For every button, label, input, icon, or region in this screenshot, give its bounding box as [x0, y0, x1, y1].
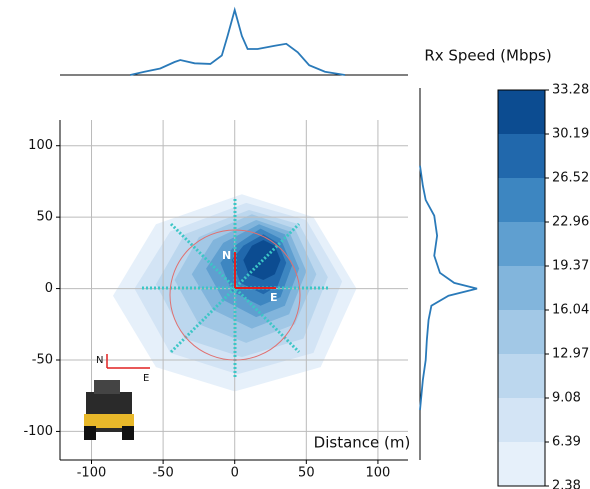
colorbar-band [498, 310, 545, 354]
compass-east-label: E [143, 373, 149, 384]
origin-arrows [234, 252, 276, 289]
colorbar-tick-label: 19.37 [552, 259, 589, 274]
x-tick-label: 50 [298, 466, 315, 481]
x-axis-label: Distance (m) [314, 434, 411, 452]
colorbar-band [498, 90, 545, 134]
colorbar-band [498, 222, 545, 266]
colorbar-tick-label: 33.28 [552, 83, 589, 98]
x-tick-label: 0 [231, 466, 239, 481]
north-label: N [222, 249, 231, 262]
colorbar-band [498, 354, 545, 398]
compass-north-label: N [96, 355, 103, 366]
y-tick-label: -100 [23, 424, 53, 439]
robot-wheel [122, 426, 134, 440]
colorbar-tick-label: 12.97 [552, 347, 589, 362]
colorbar-frame [497, 89, 546, 487]
x-tick-label: -50 [152, 466, 173, 481]
robot-sensor [94, 380, 120, 394]
colorbar-band [498, 134, 545, 178]
colorbar-tick-label: 22.96 [552, 215, 589, 230]
right-density-line [419, 165, 478, 411]
robot-chassis [84, 414, 134, 428]
x-tick-label: -100 [77, 466, 107, 481]
colorbar-title: Rx Speed (Mbps) [424, 47, 551, 65]
colorbar-tick-label: 26.52 [552, 171, 589, 186]
y-tick-label: 50 [36, 210, 53, 225]
top-density-line [129, 6, 346, 76]
colorbar-band [498, 266, 545, 310]
colorbar-tick-label: 2.38 [552, 479, 581, 489]
colorbar-band [498, 178, 545, 222]
colorbar-tick-label: 6.39 [552, 435, 581, 450]
colorbar-tick-label: 30.19 [552, 127, 589, 142]
colorbar-band [498, 442, 545, 486]
range-circle [169, 229, 301, 361]
y-tick-label: 100 [28, 138, 53, 153]
robot-wheel [84, 426, 96, 440]
robot-image [84, 380, 134, 440]
y-tick-label: 0 [45, 281, 53, 296]
colorbar-tick-label: 9.08 [552, 391, 581, 406]
colorbar-tick-label: 16.04 [552, 303, 589, 318]
y-tick-label: -50 [32, 353, 53, 368]
compass [106, 354, 150, 369]
x-tick-label: 100 [366, 466, 391, 481]
east-label: E [270, 291, 278, 304]
colorbar-band [498, 398, 545, 442]
